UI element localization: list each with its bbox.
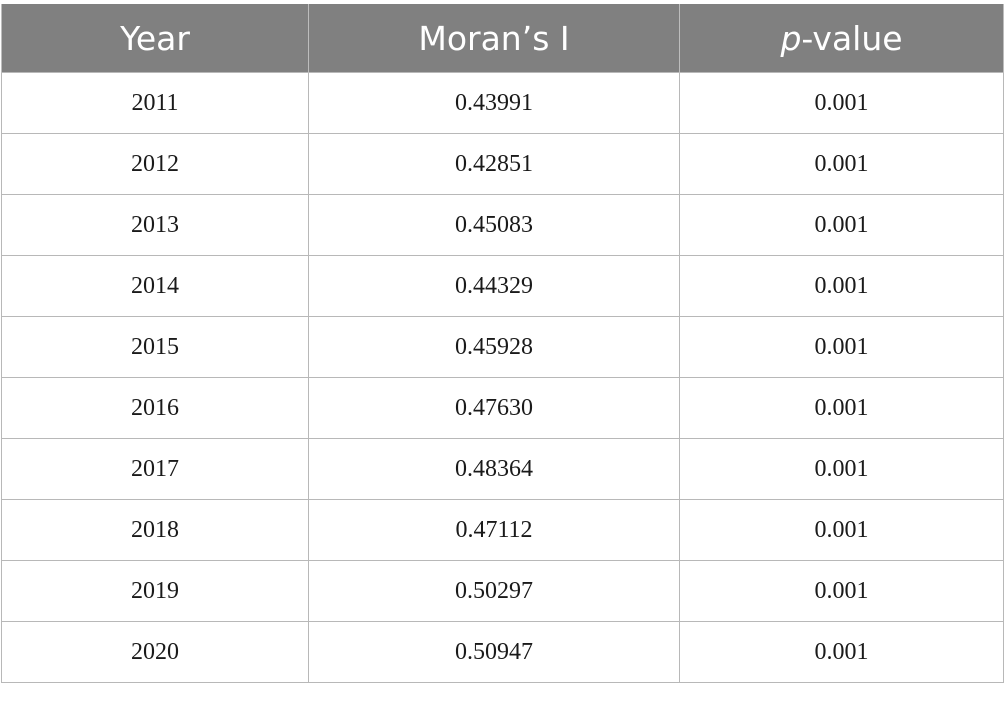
cell-year: 2013 <box>1 194 309 256</box>
table-row: 2011 0.43991 0.001 <box>1 72 1004 134</box>
header-p-value-italic: p <box>780 18 802 58</box>
cell-year: 2017 <box>1 438 309 500</box>
header-p-value: p-value <box>679 4 1004 73</box>
cell-morans-i: 0.48364 <box>308 438 680 500</box>
table-row: 2012 0.42851 0.001 <box>1 133 1004 195</box>
cell-morans-i: 0.43991 <box>308 72 680 134</box>
cell-p-value: 0.001 <box>679 499 1004 561</box>
table-row: 2013 0.45083 0.001 <box>1 194 1004 256</box>
header-year: Year <box>1 4 309 73</box>
table-row: 2018 0.47112 0.001 <box>1 499 1004 561</box>
table-row: 2016 0.47630 0.001 <box>1 377 1004 439</box>
cell-morans-i: 0.44329 <box>308 255 680 317</box>
table-row: 2015 0.45928 0.001 <box>1 316 1004 378</box>
cell-year: 2018 <box>1 499 309 561</box>
cell-p-value: 0.001 <box>679 621 1004 683</box>
cell-year: 2016 <box>1 377 309 439</box>
cell-p-value: 0.001 <box>679 560 1004 622</box>
cell-morans-i: 0.50947 <box>308 621 680 683</box>
table-row: 2017 0.48364 0.001 <box>1 438 1004 500</box>
cell-morans-i: 0.45083 <box>308 194 680 256</box>
header-row: Year Moran’s I p-value <box>1 4 1004 73</box>
cell-year: 2020 <box>1 621 309 683</box>
cell-p-value: 0.001 <box>679 316 1004 378</box>
cell-p-value: 0.001 <box>679 438 1004 500</box>
table-row: 2020 0.50947 0.001 <box>1 621 1004 683</box>
table-header: Year Moran’s I p-value <box>1 4 1004 73</box>
cell-p-value: 0.001 <box>679 377 1004 439</box>
cell-p-value: 0.001 <box>679 255 1004 317</box>
cell-morans-i: 0.47112 <box>308 499 680 561</box>
cell-year: 2014 <box>1 255 309 317</box>
table-body: 2011 0.43991 0.001 2012 0.42851 0.001 20… <box>1 72 1004 683</box>
cell-p-value: 0.001 <box>679 72 1004 134</box>
cell-p-value: 0.001 <box>679 194 1004 256</box>
cell-morans-i: 0.45928 <box>308 316 680 378</box>
header-p-value-rest: -value <box>801 18 903 58</box>
morans-i-table-container: Year Moran’s I p-value 2011 0.43991 0.00… <box>1 4 1004 683</box>
cell-p-value: 0.001 <box>679 133 1004 195</box>
table-row: 2019 0.50297 0.001 <box>1 560 1004 622</box>
cell-year: 2019 <box>1 560 309 622</box>
cell-morans-i: 0.42851 <box>308 133 680 195</box>
cell-year: 2015 <box>1 316 309 378</box>
header-morans-i: Moran’s I <box>308 4 680 73</box>
morans-i-table: Year Moran’s I p-value 2011 0.43991 0.00… <box>1 4 1004 683</box>
cell-morans-i: 0.47630 <box>308 377 680 439</box>
table-row: 2014 0.44329 0.001 <box>1 255 1004 317</box>
cell-morans-i: 0.50297 <box>308 560 680 622</box>
cell-year: 2011 <box>1 72 309 134</box>
cell-year: 2012 <box>1 133 309 195</box>
